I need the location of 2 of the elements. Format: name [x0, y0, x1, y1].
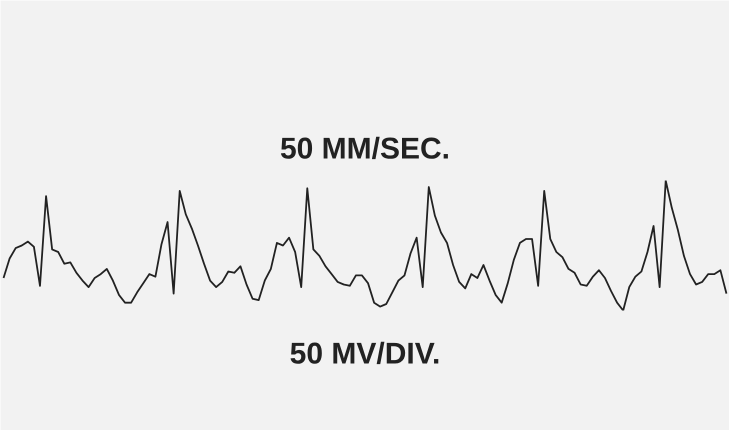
- text: 50 MM/SEC.: [280, 132, 450, 166]
- text: 50 MV/DIV.: [290, 338, 440, 370]
